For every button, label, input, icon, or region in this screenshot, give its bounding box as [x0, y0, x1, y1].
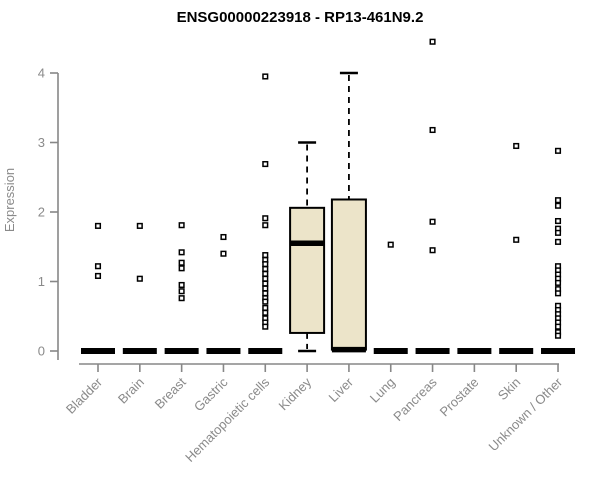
collapsed-box-median — [541, 348, 576, 354]
outlier-point — [178, 259, 185, 266]
outlier-point — [429, 38, 436, 45]
outlier-point — [262, 261, 269, 268]
outlier-point — [554, 217, 562, 225]
outlier-point — [262, 160, 269, 168]
outlier-point — [387, 241, 394, 248]
boxplot-pancreas — [415, 38, 450, 354]
collapsed-box-median — [415, 348, 450, 354]
outlier-point — [429, 126, 436, 134]
outlier-point — [262, 215, 269, 222]
collapsed-box-median — [122, 348, 157, 354]
x-tick-label-bladder: Bladder — [63, 374, 106, 417]
plot-marks — [81, 38, 576, 354]
boxplot-gastric — [206, 233, 241, 354]
outlier-point — [429, 218, 436, 225]
x-tick-label-brain: Brain — [115, 375, 147, 407]
x-tick-label-unknown-other: Unknown / Other — [486, 374, 566, 454]
outlier-point — [178, 295, 185, 302]
outlier-point — [262, 222, 269, 229]
outlier-point — [513, 142, 520, 150]
outlier-point — [554, 238, 562, 245]
y-tick-label: 2 — [38, 205, 45, 220]
outlier-point — [262, 290, 269, 297]
outlier-point — [554, 197, 562, 204]
y-tick-label: 4 — [38, 66, 45, 81]
boxplot-hematopoietic-cells — [248, 73, 283, 354]
y-tick-label: 0 — [38, 344, 45, 359]
box-iqr — [330, 198, 367, 351]
x-tick-label-breast: Breast — [152, 374, 189, 411]
outlier-point — [554, 323, 562, 330]
outlier-point — [220, 233, 227, 241]
boxplot-unknown-other — [541, 147, 576, 354]
collapsed-box-median — [457, 348, 492, 354]
collapsed-box-median — [206, 348, 241, 354]
x-tick-label-skin: Skin — [495, 375, 523, 403]
boxplot-brain — [122, 222, 157, 354]
x-tick-label-pancreas: Pancreas — [390, 374, 440, 424]
x-tick-label-liver: Liver — [326, 374, 357, 405]
y-tick-label: 3 — [38, 135, 45, 150]
collapsed-box-median — [164, 348, 199, 354]
boxplot-skin — [499, 142, 534, 354]
boxplot-kidney — [289, 141, 326, 353]
outlier-point — [178, 288, 185, 295]
outlier-point — [262, 309, 269, 316]
outlier-point — [262, 270, 269, 277]
y-axis-label: Expression — [2, 168, 17, 232]
outlier-point — [554, 332, 562, 339]
outlier-point — [136, 222, 143, 229]
x-tick-label-gastric: Gastric — [191, 374, 231, 414]
outlier-point — [136, 275, 143, 282]
boxplot-breast — [164, 222, 199, 354]
x-tick-label-lung: Lung — [367, 375, 398, 406]
y-tick-label: 1 — [38, 274, 45, 289]
outlier-point — [262, 265, 269, 273]
outlier-point — [178, 265, 185, 272]
outlier-point — [429, 247, 436, 254]
outlier-point — [220, 250, 227, 257]
collapsed-box-median — [81, 348, 115, 354]
outlier-point — [554, 290, 562, 297]
outlier-point — [94, 263, 102, 270]
outlier-point — [262, 275, 269, 282]
boxplot-bladder — [81, 222, 115, 354]
outlier-point — [554, 202, 562, 209]
outlier-point — [554, 147, 562, 154]
collapsed-box-median — [499, 348, 534, 354]
x-tick-label-kidney: Kidney — [276, 374, 315, 413]
box-iqr — [289, 206, 326, 334]
boxplot-lung — [373, 241, 408, 354]
boxplot-prostate — [457, 348, 492, 354]
outlier-point — [178, 249, 185, 256]
outlier-point — [94, 222, 102, 229]
outlier-point — [554, 279, 562, 286]
outlier-point — [262, 285, 269, 292]
x-tick-label-prostate: Prostate — [437, 375, 482, 420]
outlier-point — [262, 73, 269, 80]
outlier-point — [262, 323, 269, 330]
outlier-point — [262, 252, 269, 259]
outlier-point — [262, 280, 269, 287]
chart-title: ENSG00000223918 - RP13-461N9.2 — [177, 9, 424, 26]
outlier-point — [178, 281, 185, 289]
boxplot-liver — [330, 71, 367, 353]
collapsed-box-median — [373, 348, 408, 354]
outlier-point — [178, 222, 185, 229]
outlier-point — [262, 304, 269, 311]
outlier-point — [94, 272, 102, 279]
outlier-point — [513, 236, 520, 243]
outlier-point — [554, 229, 562, 236]
outlier-point — [262, 298, 269, 305]
collapsed-box-median — [248, 348, 283, 354]
